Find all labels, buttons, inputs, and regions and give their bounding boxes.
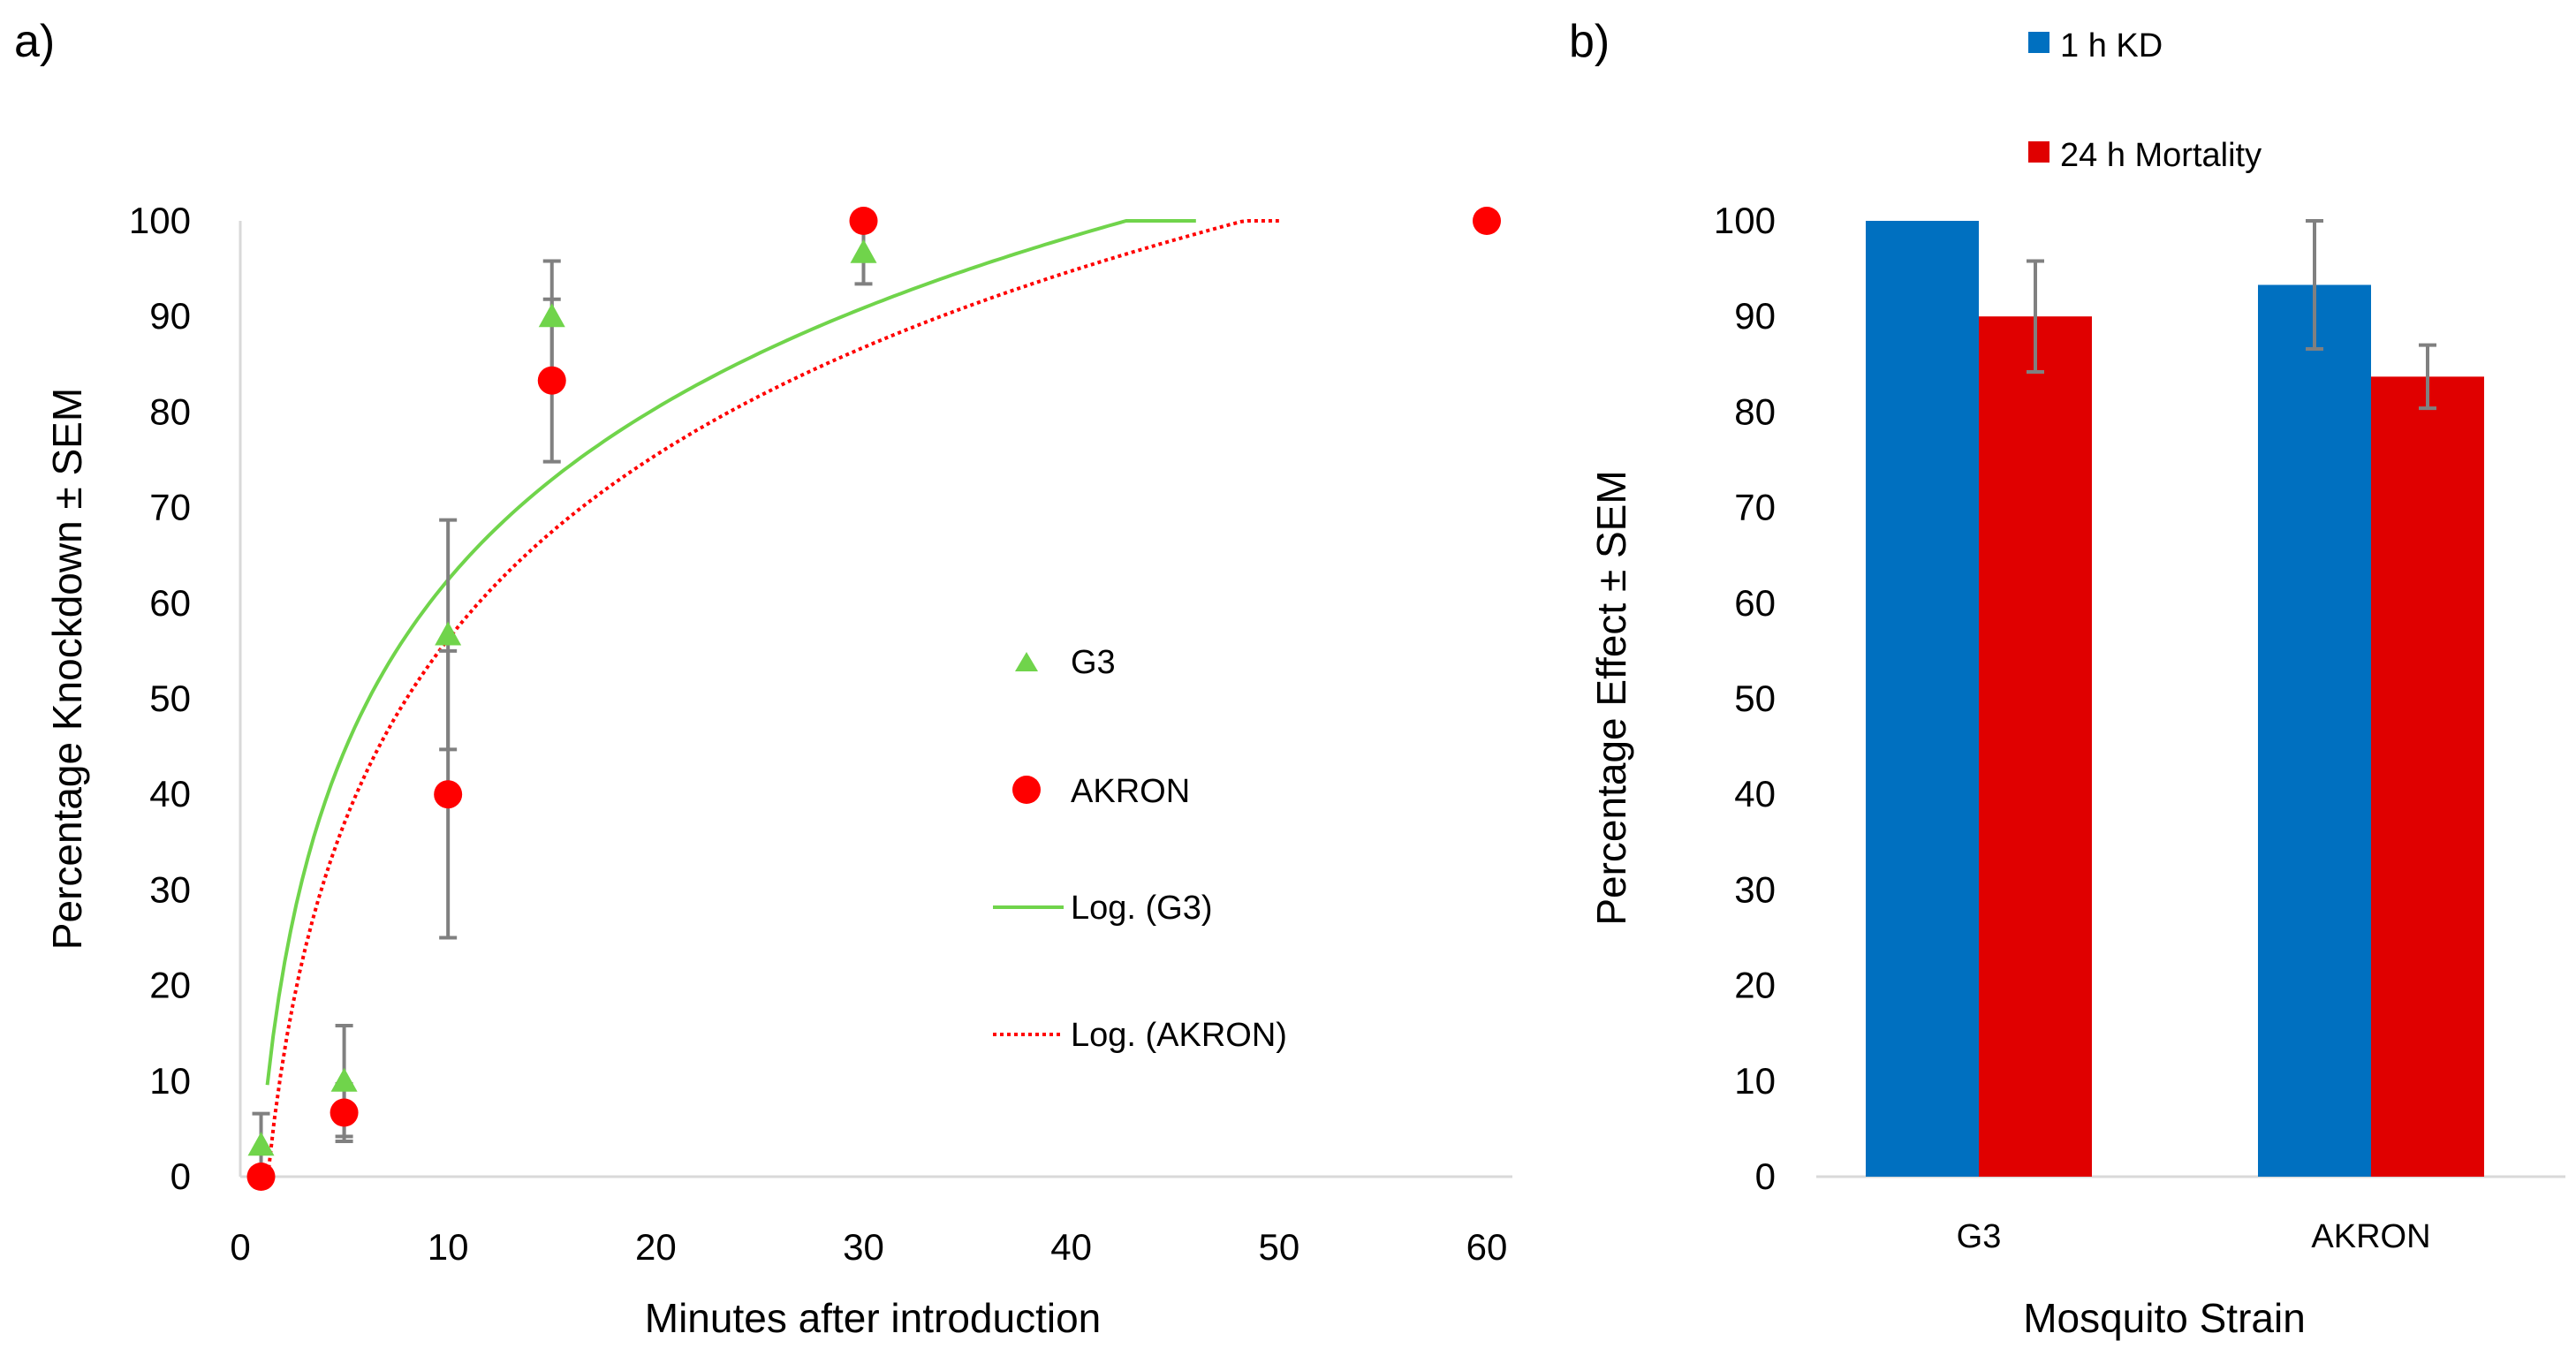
- legend-24h-mortality-swatch: [2028, 141, 2049, 163]
- legend-1h-kd-label: 1 h KD: [2060, 27, 2163, 64]
- point-akron: [434, 780, 463, 809]
- panel-b-y-axis-title: Percentage Effect ± SEM: [1588, 470, 1634, 925]
- point-g3: [247, 1132, 275, 1156]
- panel-a-y-tick-label: 90: [149, 295, 191, 337]
- panel-a-x-tick-label: 30: [843, 1226, 884, 1268]
- legend-24h-mortality-label: 24 h Mortality: [2060, 137, 2262, 174]
- panel-b-y-tick-label: 20: [1734, 965, 1776, 1006]
- panel-a-x-tick-label: 20: [635, 1226, 677, 1268]
- panel-b-y-tick-label: 30: [1734, 868, 1776, 910]
- panel-b-category-labels: G3 AKRON: [1957, 1218, 2431, 1255]
- legend-akron-marker: [1012, 776, 1041, 804]
- point-g3: [435, 621, 462, 646]
- panel-b-bars: [1866, 221, 2484, 1178]
- panel-a-y-ticks: 0 10 20 30 40 50 60 70 80 90 100: [129, 200, 191, 1197]
- legend-1h-kd-swatch: [2028, 32, 2049, 53]
- panel-a-y-tick-label: 40: [149, 773, 191, 814]
- panel-a-y-axis-title: Percentage Knockdown ± SEM: [44, 388, 90, 950]
- point-g3: [850, 239, 877, 263]
- panel-a-y-tick-label: 60: [149, 582, 191, 624]
- legend-log-akron-label: Log. (AKRON): [1071, 1017, 1287, 1054]
- panel-b-label: b): [1569, 16, 1610, 67]
- panel-a-points: [246, 207, 1501, 1191]
- trendline-log-akron: [266, 219, 1279, 1176]
- point-g3: [330, 1067, 358, 1092]
- point-akron: [246, 1163, 276, 1191]
- panel-a-y-tick-label: 70: [149, 487, 191, 528]
- panel-b-y-tick-label: 90: [1734, 295, 1776, 337]
- panel-a-y-tick-label: 0: [170, 1155, 191, 1197]
- panel-a-x-ticks: 0 10 20 30 40 50 60: [230, 1226, 1507, 1268]
- panel-b-error-bars: [2027, 219, 2436, 411]
- panel-a-y-tick-label: 80: [149, 390, 191, 432]
- panel-b: b) 1 h KD 24 h Mortality 0 10 20 30 40 50 60 70…: [1569, 16, 2565, 1341]
- bar-akron-24h-mortality: [2371, 376, 2484, 1178]
- panel-b-y-tick-label: 40: [1734, 773, 1776, 814]
- panel-b-y-tick-label: 0: [1755, 1155, 1776, 1197]
- legend-g3-label: G3: [1071, 644, 1116, 681]
- panel-a-axes: [239, 221, 1512, 1178]
- point-akron: [537, 366, 566, 395]
- panel-a-x-tick-label: 0: [230, 1226, 250, 1268]
- panel-b-y-tick-label: 50: [1734, 678, 1776, 719]
- panel-a-trendlines: [265, 219, 1279, 1176]
- trendline-log-g3: [265, 219, 1196, 1086]
- panel-a-x-tick-label: 10: [428, 1226, 469, 1268]
- panel-a-x-axis-title: Minutes after introduction: [645, 1295, 1102, 1341]
- panel-b-y-tick-label: 80: [1734, 390, 1776, 432]
- bar-g3-24h-mortality: [1979, 316, 2092, 1177]
- panel-a-y-tick-label: 30: [149, 868, 191, 910]
- point-akron: [1473, 207, 1501, 235]
- panel-a-x-tick-label: 60: [1466, 1226, 1508, 1268]
- point-g3: [538, 303, 565, 328]
- category-label-g3: G3: [1957, 1218, 2002, 1255]
- panel-a-y-tick-label: 10: [149, 1060, 191, 1102]
- bar-g3-1h-kd: [1866, 221, 1979, 1177]
- panel-b-y-tick-label: 60: [1734, 582, 1776, 624]
- panel-a-legend: G3 AKRON Log. (G3) Log. (AKRON): [993, 644, 1287, 1054]
- legend-g3-marker: [1015, 652, 1038, 671]
- panel-b-y-tick-label: 70: [1734, 487, 1776, 528]
- panel-a-y-tick-label: 50: [149, 678, 191, 719]
- category-label-akron: AKRON: [2311, 1218, 2430, 1255]
- panel-b-y-tick-label: 10: [1734, 1060, 1776, 1102]
- legend-akron-label: AKRON: [1071, 773, 1190, 810]
- panel-a-x-tick-label: 50: [1258, 1226, 1299, 1268]
- panel-b-x-axis-title: Mosquito Strain: [2023, 1295, 2306, 1341]
- legend-log-g3-label: Log. (G3): [1071, 890, 1213, 927]
- panel-a-y-tick-label: 100: [129, 200, 191, 241]
- point-akron: [330, 1098, 359, 1127]
- panel-b-y-tick-label: 100: [1714, 200, 1776, 241]
- point-akron: [849, 207, 878, 235]
- panel-a-x-tick-label: 40: [1050, 1226, 1092, 1268]
- panel-a-y-tick-label: 20: [149, 965, 191, 1006]
- panel-b-y-ticks: 0 10 20 30 40 50 60 70 80 90 100: [1714, 200, 1776, 1197]
- bar-akron-1h-kd: [2258, 284, 2371, 1177]
- panel-a-label: a): [14, 16, 55, 67]
- panel-b-legend: 1 h KD 24 h Mortality: [2028, 27, 2262, 174]
